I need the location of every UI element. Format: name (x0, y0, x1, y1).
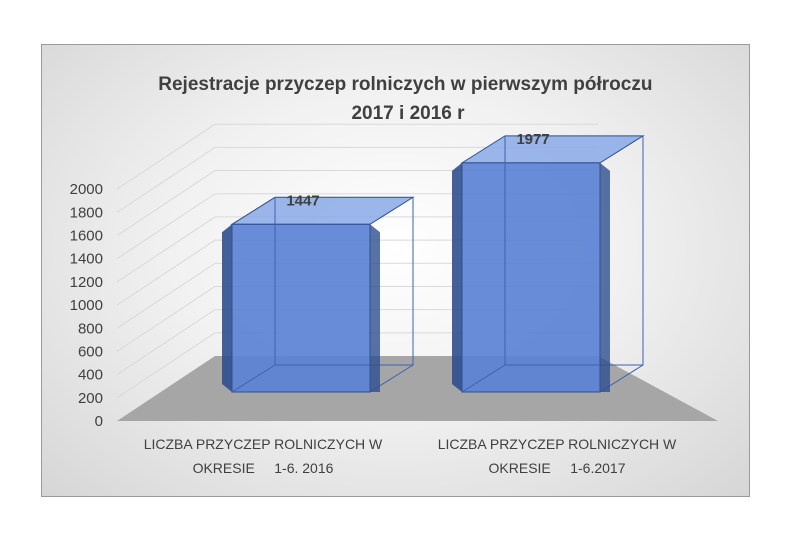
gridline-side (116, 216, 216, 283)
y-tick-label: 600 (78, 343, 103, 360)
bar-right-side (600, 162, 610, 392)
data-labels: 1447 1977 (286, 131, 549, 209)
gridline-side (116, 123, 216, 190)
category-label-line: LICZBA PRZYCZEP ROLNICZYCH W (438, 436, 677, 452)
gridline-side (116, 239, 216, 306)
category-label: LICZBA PRZYCZEP ROLNICZYCH W OKRESIE 1-6.… (144, 436, 383, 476)
gridline-side (116, 262, 216, 329)
y-tick-label: 1600 (70, 228, 103, 245)
bar-side (222, 224, 232, 392)
bar-inner-edge (461, 364, 506, 393)
category-label-line: LICZBA PRZYCZEP ROLNICZYCH W (144, 436, 383, 452)
gridline-side (116, 170, 216, 236)
floor-plane (117, 356, 718, 421)
bar (452, 135, 645, 393)
y-tick-label: 400 (78, 367, 103, 384)
bar-front (231, 223, 371, 393)
y-axis-ticks: 0 200 400 600 800 1000 1200 1400 1600 1800 2000 (70, 181, 103, 430)
y-tick-label: 1000 (70, 297, 103, 314)
bar-top (230, 196, 415, 225)
category-label-line: OKRESIE 1-6.2017 (489, 460, 626, 476)
y-tick-label: 0 (95, 413, 103, 430)
chart-title-line: 2017 i 2016 r (351, 103, 465, 124)
gridline-side (116, 193, 216, 260)
data-label: 1977 (516, 131, 549, 148)
bar (222, 196, 415, 393)
y-tick-label: 1400 (70, 251, 103, 268)
y-tick-label: 2000 (70, 181, 103, 198)
y-tick-label: 1800 (70, 204, 103, 221)
y-tick-label: 200 (78, 390, 103, 407)
chart-title: Rejestracje przyczep rolniczych w pierws… (158, 74, 657, 124)
y-tick-label: 1200 (70, 274, 103, 291)
gridline-side (116, 286, 216, 352)
bar-inner-edge (231, 364, 276, 393)
category-label-line: OKRESIE 1-6. 2016 (193, 460, 334, 476)
bar-front (461, 162, 601, 393)
gridline-side (116, 146, 216, 213)
category-label: LICZBA PRZYCZEP ROLNICZYCH W OKRESIE 1-6.… (438, 436, 677, 476)
chart-frame (41, 44, 750, 497)
chart-floor (117, 356, 718, 421)
bars (222, 135, 645, 393)
data-label: 1447 (286, 192, 319, 209)
y-tick-label: 800 (78, 320, 103, 337)
gridline-side (116, 332, 216, 399)
bar-top (460, 135, 645, 164)
bar-right-side (370, 224, 380, 392)
chart-title-line: Rejestracje przyczep rolniczych w pierws… (158, 74, 652, 95)
bar-side (452, 162, 462, 392)
category-labels: LICZBA PRZYCZEP ROLNICZYCH W OKRESIE 1-6.… (144, 436, 677, 476)
gridline-side (116, 309, 216, 376)
